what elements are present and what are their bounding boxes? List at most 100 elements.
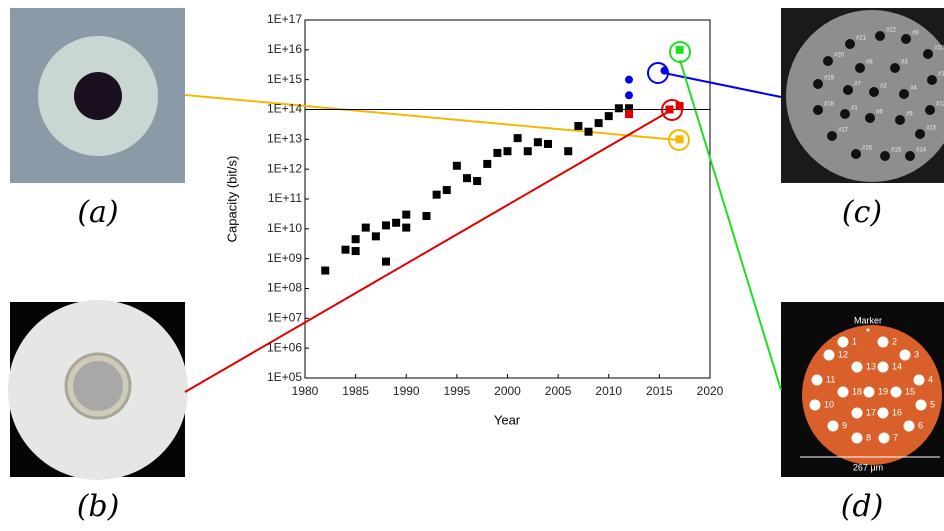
- x-tick-label: 2010: [595, 384, 622, 398]
- point: [625, 104, 633, 113]
- core-label: 4: [928, 374, 933, 384]
- core: [905, 151, 915, 161]
- core: [840, 109, 850, 119]
- core: [823, 56, 833, 66]
- core: [890, 63, 900, 73]
- point: [675, 102, 684, 111]
- core: [823, 349, 835, 361]
- core-label: 10: [824, 399, 834, 409]
- core-label: #15: [891, 148, 902, 154]
- highlight: [668, 129, 690, 151]
- y-tick-label: 1E+07: [267, 311, 302, 325]
- core-label: 15: [905, 386, 915, 396]
- core: [880, 151, 890, 161]
- core-label: #12: [936, 102, 944, 108]
- x-tick-label: 1990: [393, 384, 420, 398]
- core-label: 19: [878, 386, 888, 396]
- core: [809, 399, 821, 411]
- point: [665, 105, 674, 114]
- point: [442, 186, 451, 195]
- core: [855, 63, 865, 73]
- y-tick-label: 1E+10: [267, 221, 302, 235]
- core: [878, 432, 890, 444]
- y-tick-label: 1E+11: [268, 191, 302, 205]
- core-label: #13: [926, 126, 937, 132]
- caption: (a): [77, 195, 118, 230]
- core: [837, 386, 849, 398]
- core: [813, 105, 823, 115]
- core-label: #3: [901, 60, 908, 66]
- core-label: 14: [892, 361, 902, 371]
- caption: (c): [842, 195, 882, 230]
- core: [827, 420, 839, 432]
- connector: [184, 94, 679, 141]
- point: [675, 135, 684, 144]
- point: [604, 112, 613, 121]
- core-label: 17: [866, 407, 876, 417]
- x-tick-label: 1985: [342, 384, 369, 398]
- point: [483, 159, 492, 168]
- x-tick-label: 2005: [545, 384, 572, 398]
- core: [851, 407, 863, 419]
- point: [351, 235, 360, 244]
- core: [903, 420, 915, 432]
- core-label: #7: [854, 82, 861, 88]
- core-label: 12: [838, 349, 848, 359]
- core: [813, 79, 823, 89]
- y-tick-label: 1E+13: [267, 132, 302, 146]
- x-axis-title: Year: [494, 412, 521, 427]
- point: [382, 221, 390, 230]
- core: [925, 105, 935, 115]
- core-label: #10: [934, 46, 944, 52]
- core: [73, 361, 123, 411]
- core: [899, 89, 909, 99]
- point: [422, 211, 431, 220]
- core-label: #21: [856, 36, 867, 42]
- core-label: #20: [834, 53, 845, 59]
- core-label: 9: [842, 420, 847, 430]
- point: [382, 257, 390, 266]
- caption: (d): [841, 489, 884, 524]
- core: [890, 386, 902, 398]
- core-label: #5: [906, 112, 913, 118]
- cladding: [786, 10, 944, 182]
- core: [877, 336, 889, 348]
- core-label: 7: [893, 432, 898, 442]
- highlight: [647, 62, 669, 84]
- core-label: #14: [916, 148, 927, 154]
- core: [851, 149, 861, 159]
- point: [533, 138, 542, 147]
- point: [614, 104, 623, 113]
- highlight: [669, 41, 691, 63]
- point: [341, 245, 350, 254]
- core-label: #19: [824, 76, 835, 82]
- core-label: 6: [918, 420, 923, 430]
- core: [915, 129, 925, 139]
- y-tick-label: 1E+16: [267, 42, 302, 56]
- core-label: 18: [852, 386, 862, 396]
- core-label: #16: [862, 146, 873, 152]
- y-tick-label: 1E+14: [267, 102, 302, 116]
- caption: (b): [77, 489, 120, 524]
- point: [594, 119, 603, 128]
- y-tick-label: 1E+05: [267, 370, 302, 384]
- x-tick-label: 1995: [444, 384, 471, 398]
- core-label: 13: [866, 361, 876, 371]
- y-tick-label: 1E+09: [267, 251, 302, 265]
- core-label: 8: [866, 432, 871, 442]
- core: [843, 85, 853, 95]
- point: [544, 139, 552, 148]
- core: [827, 131, 837, 141]
- point: [361, 223, 370, 232]
- point: [513, 134, 522, 143]
- y-axis-title: Capacity (bit/s): [224, 156, 239, 243]
- y-tick-label: 1E+15: [267, 72, 302, 86]
- core-label: 1: [852, 336, 857, 346]
- core: [851, 361, 863, 373]
- core-label: 2: [892, 336, 897, 346]
- x-tick-label: 2000: [494, 384, 521, 398]
- x-tick-label: 1980: [292, 384, 319, 398]
- core: [899, 349, 911, 361]
